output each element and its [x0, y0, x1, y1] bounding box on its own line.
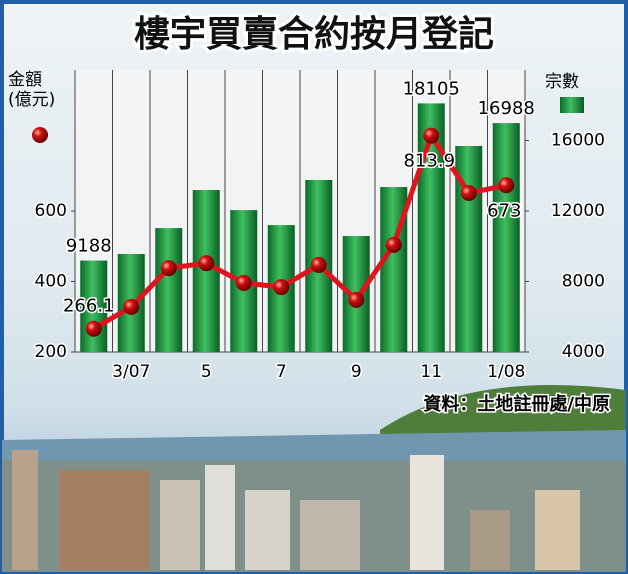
line-point: [385, 236, 402, 253]
y-tick-label: 400: [35, 272, 67, 292]
bar: [155, 228, 183, 352]
line-value-label: 673: [487, 200, 521, 221]
y-tick-label: 200: [35, 342, 67, 362]
x-tick-label: 5: [201, 362, 212, 382]
cityscape: [2, 385, 626, 572]
line-point: [198, 255, 215, 272]
bar-value-label: 9188: [66, 236, 112, 257]
line-point: [85, 320, 102, 337]
line-point: [310, 256, 327, 273]
bar-value-label: 18105: [403, 78, 460, 99]
y2-tick-label: 8000: [562, 272, 605, 292]
x-tick-label: 1/08: [487, 362, 525, 382]
line-value-label: 266.1: [63, 296, 115, 317]
y-tick-label: 600: [35, 201, 67, 221]
legend-line-icon: [32, 127, 48, 143]
legend-line-label: 金額(億元): [8, 70, 56, 110]
line-point: [460, 185, 477, 202]
x-tick-label: 9: [351, 362, 362, 382]
line: [92, 129, 507, 331]
line-point: [273, 279, 290, 296]
chart-title: 樓宇買賣合約按月登記: [134, 14, 494, 55]
source: 資料：土地註冊處/中原: [423, 393, 610, 415]
line-point: [498, 177, 515, 194]
legend-bar-icon: [560, 97, 584, 113]
line-point: [423, 127, 440, 144]
y2-tick-label: 12000: [551, 201, 605, 221]
legend-bar-label: 宗數: [545, 72, 579, 92]
line-point: [348, 291, 365, 308]
line-value-label: 813.9: [403, 151, 455, 172]
line-point: [235, 274, 252, 291]
x-tick-label: 3/07: [112, 362, 150, 382]
x-tick-label: 11: [420, 362, 442, 382]
y2-tick-label: 16000: [551, 131, 605, 151]
x-tick-label: 7: [276, 362, 287, 382]
bar: [492, 123, 520, 352]
bar: [80, 260, 108, 352]
line-point: [160, 260, 177, 277]
y2-tick-label: 4000: [562, 342, 605, 362]
bar-value-label: 16988: [478, 98, 535, 119]
line-point: [123, 298, 140, 315]
